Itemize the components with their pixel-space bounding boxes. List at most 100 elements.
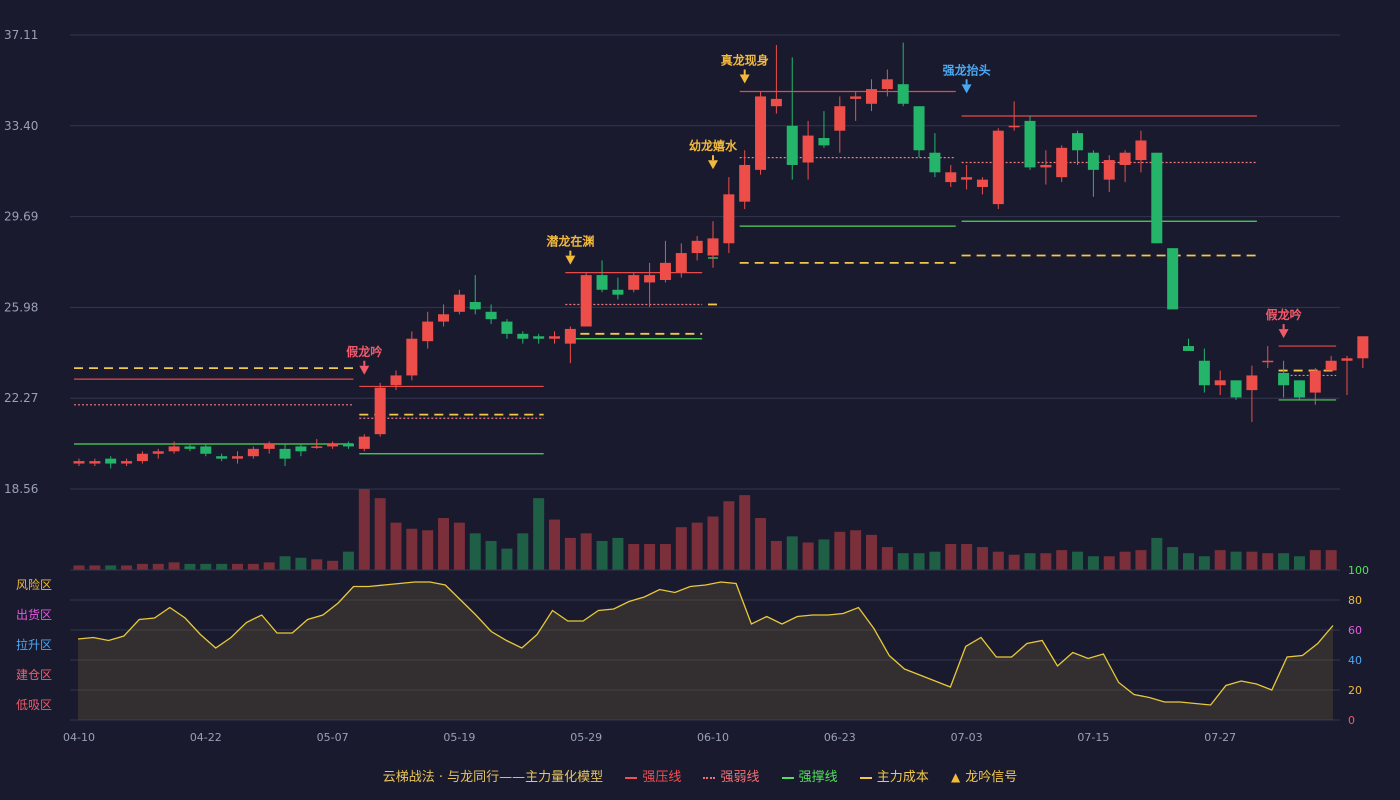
candle-body	[390, 375, 402, 386]
volume-bar	[897, 553, 909, 570]
candle-body	[517, 333, 529, 339]
x-tick-label: 07-03	[951, 731, 983, 744]
candle-body	[929, 152, 941, 173]
candle-body	[1230, 380, 1242, 398]
candle-body	[564, 328, 576, 344]
volume-bar	[1198, 556, 1210, 570]
candle-body	[755, 96, 767, 170]
candle-body	[549, 336, 560, 339]
candle-body	[596, 275, 608, 290]
candle-body	[1262, 360, 1274, 363]
candle-body	[644, 275, 656, 283]
x-tick-label: 04-22	[190, 731, 222, 744]
signal-arrow-icon	[739, 74, 750, 84]
volume-bar	[1087, 556, 1099, 570]
volume-bar	[327, 560, 339, 570]
candle-body	[438, 314, 450, 322]
volume-bar	[691, 522, 703, 570]
volume-bar	[850, 530, 862, 570]
volume-bar	[644, 544, 656, 570]
candle-body	[739, 164, 751, 202]
volume-bar	[152, 563, 164, 570]
signal-arrow-icon	[359, 365, 370, 375]
candle-body	[184, 446, 196, 449]
candle-body	[850, 96, 862, 99]
signal-arrow-icon	[565, 255, 576, 265]
x-tick-label: 07-15	[1077, 731, 1109, 744]
volume-bar	[659, 544, 671, 570]
candle-body	[897, 84, 909, 104]
zone-label: 建仓区	[16, 668, 52, 682]
volume-bar	[866, 534, 877, 570]
candle-body	[469, 302, 481, 310]
candle-body	[1278, 372, 1290, 386]
volume-bar	[469, 533, 481, 570]
candle-body	[1325, 360, 1337, 371]
candle-body	[612, 289, 624, 295]
volume-bar	[232, 563, 243, 570]
x-tick-label: 06-10	[697, 731, 729, 744]
volume-bar	[279, 556, 291, 570]
candle-body	[707, 238, 719, 256]
candle-body	[358, 436, 370, 449]
volume-bar	[105, 565, 117, 570]
volume-bar	[184, 563, 196, 570]
volume-bar	[295, 557, 307, 570]
volume-bar	[739, 495, 751, 570]
y-tick-label: 33.40	[4, 119, 38, 133]
candle-body	[295, 446, 307, 452]
legend-item-signal: ▲ 龙吟信号	[951, 766, 1017, 785]
candle-body	[168, 446, 180, 452]
indicator-line	[77, 581, 1334, 706]
volume-bar	[818, 539, 830, 570]
zone-label: 拉升区	[16, 637, 52, 652]
volume-bar	[755, 518, 767, 570]
candle-body	[1135, 140, 1147, 161]
candle-body	[992, 130, 1004, 205]
candle-body	[881, 79, 893, 90]
candle-body	[1024, 120, 1036, 168]
candle-body	[216, 456, 228, 459]
candle-body	[628, 275, 640, 290]
zone-label: 低吸区	[16, 698, 52, 712]
legend: 云梯战法 · 与龙同行——主力量化模型 强压线 强弱线 强撑线 主力成本 ▲ 龙吟…	[0, 766, 1400, 785]
volume-bar	[1151, 537, 1163, 570]
volume-bar	[1325, 550, 1337, 570]
signal-label: 假龙吟	[346, 344, 382, 359]
legend-label: 强压线	[642, 770, 682, 785]
candle-body	[1167, 248, 1179, 310]
volume-bar	[1309, 550, 1321, 570]
triangle-icon: ▲	[950, 770, 961, 784]
indicator-right-tick: 100	[1348, 564, 1369, 577]
volume-bar	[517, 533, 529, 570]
indicator-right-tick: 20	[1348, 684, 1362, 697]
candle-body	[1357, 336, 1369, 359]
legend-swatch-dashed-yellow	[859, 776, 872, 779]
candle-body	[342, 443, 354, 447]
indicator-right-tick: 0	[1348, 714, 1355, 727]
y-tick-label: 22.27	[4, 391, 38, 405]
volume-bar	[549, 519, 560, 570]
volume-bar	[834, 531, 846, 570]
candle-body	[1087, 152, 1099, 170]
candle-body	[1341, 358, 1353, 361]
volume-bar	[358, 489, 370, 570]
legend-swatch-solid-green	[781, 776, 794, 779]
candle-body	[1040, 164, 1052, 168]
candle-body	[422, 321, 434, 342]
volume-bar	[881, 547, 893, 570]
candle-body	[1056, 147, 1068, 178]
volume-bar	[1072, 551, 1084, 570]
x-tick-label: 05-07	[317, 731, 349, 744]
volume-bar	[1119, 551, 1131, 570]
candle-body	[136, 453, 148, 462]
candle-body	[802, 135, 814, 163]
indicator-right-tick: 80	[1348, 594, 1362, 607]
candle-body	[961, 177, 973, 180]
candle-body	[1072, 133, 1084, 151]
volume-bar	[89, 565, 101, 570]
candle-body	[121, 461, 133, 464]
volume-bar	[1167, 547, 1179, 570]
candle-body	[1246, 375, 1258, 391]
x-tick-label: 04-10	[63, 731, 95, 744]
